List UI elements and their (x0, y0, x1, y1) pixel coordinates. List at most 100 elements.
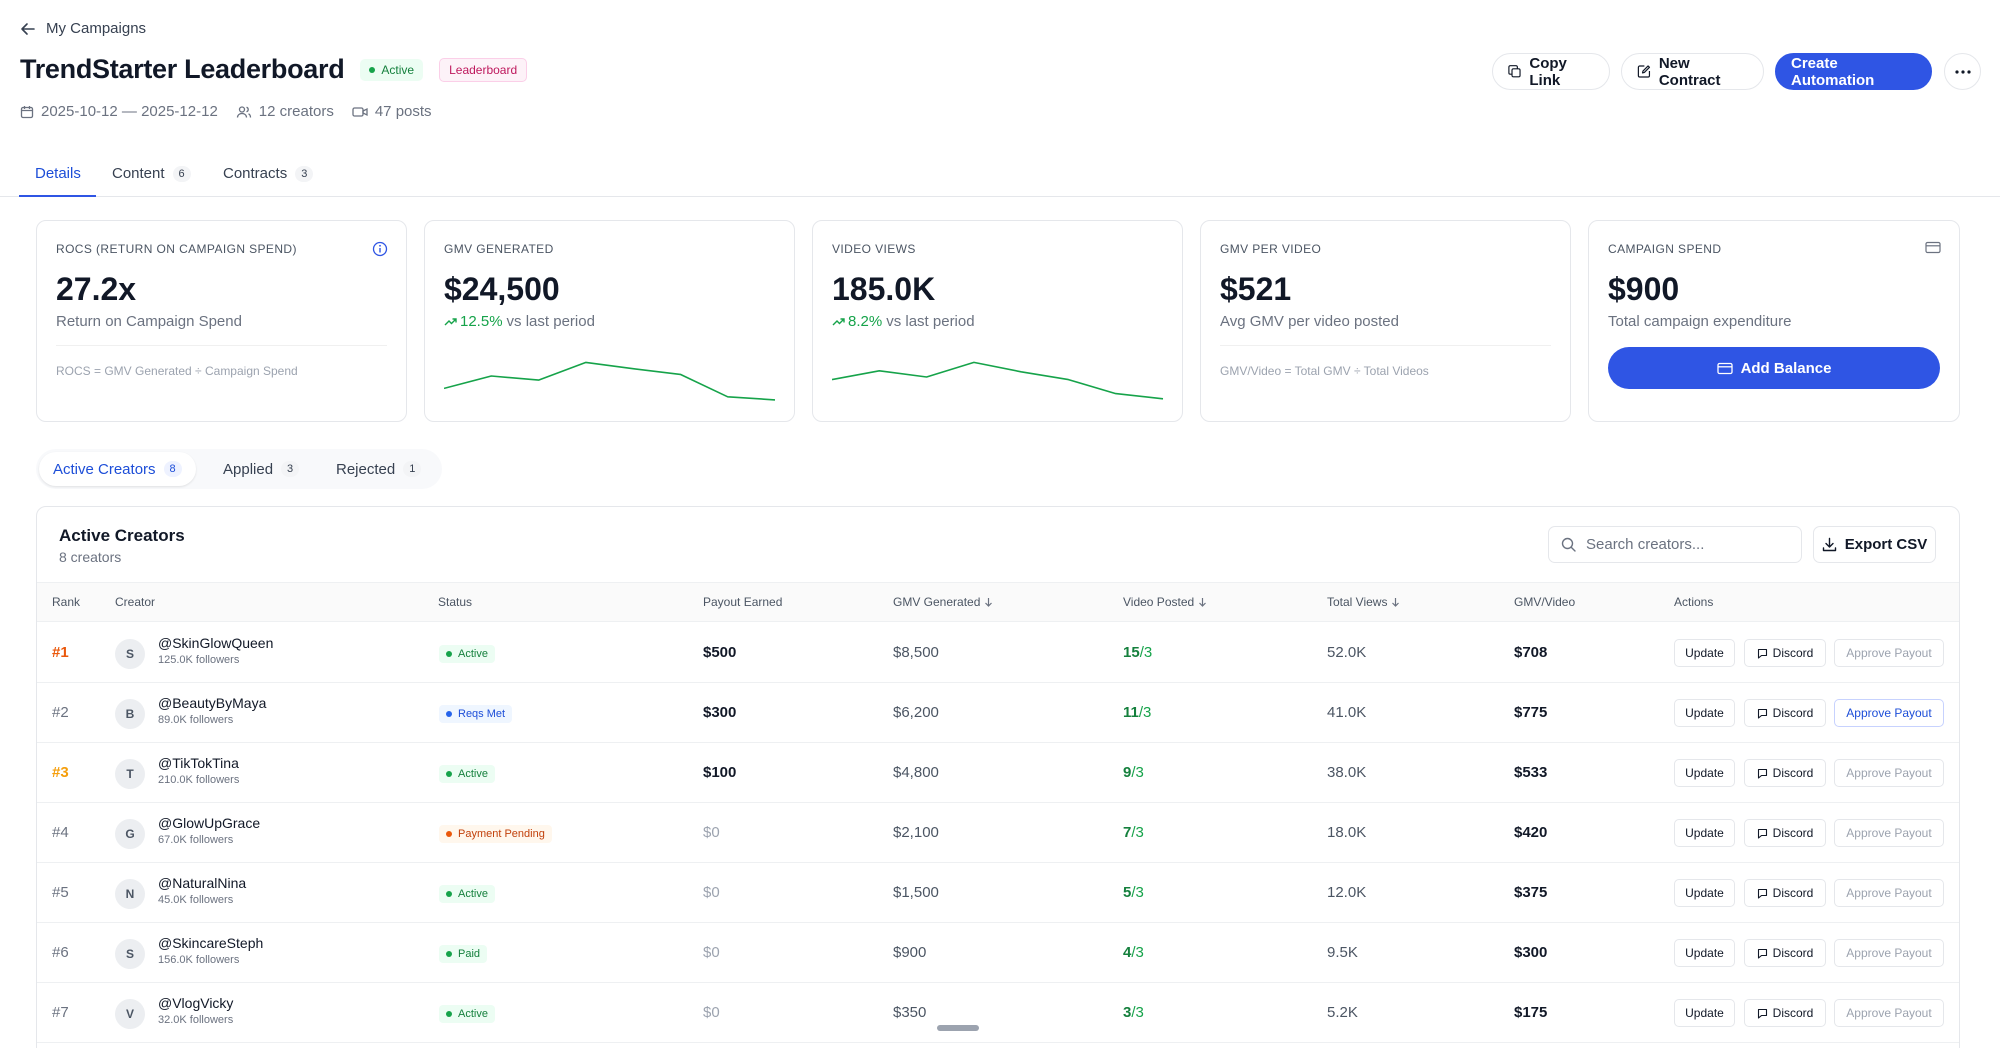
discord-button[interactable]: Discord (1744, 819, 1826, 847)
update-button[interactable]: Update (1674, 819, 1735, 847)
videos-posted: 15/3 (1123, 644, 1153, 661)
discord-button[interactable]: Discord (1744, 999, 1826, 1027)
creator-handle[interactable]: @NaturalNina (158, 875, 247, 891)
avatar: N (115, 879, 145, 909)
status-badge: Paid (439, 945, 488, 963)
export-csv-button[interactable]: Export CSV (1813, 526, 1936, 563)
discord-button[interactable]: Discord (1744, 759, 1826, 787)
approve-payout-button[interactable]: Approve Payout (1834, 759, 1944, 787)
copy-icon (1508, 65, 1521, 78)
discord-button[interactable]: Discord (1744, 699, 1826, 727)
trend-up-icon (832, 317, 845, 325)
col-views[interactable]: Total Views (1327, 595, 1400, 609)
scroll-indicator[interactable] (937, 1025, 979, 1031)
gmv-sparkline (444, 361, 776, 401)
gmv-per-video: $375 (1514, 884, 1548, 901)
col-videos[interactable]: Video Posted (1123, 595, 1207, 609)
tab-contracts[interactable]: Contracts 3 (223, 165, 314, 182)
back-link[interactable]: My Campaigns (20, 20, 146, 37)
edit-document-icon (1637, 65, 1651, 78)
sparkline-series (832, 361, 1164, 400)
approve-payout-button[interactable]: Approve Payout (1834, 879, 1944, 907)
discord-button[interactable]: Discord (1744, 939, 1826, 967)
rank: #4 (52, 824, 69, 841)
search-box[interactable] (1548, 526, 1802, 563)
gmv-generated: $350 (893, 1004, 927, 1021)
update-button[interactable]: Update (1674, 639, 1735, 667)
segment-applied[interactable]: Applied 3 (209, 452, 313, 486)
add-balance-button[interactable]: Add Balance (1608, 347, 1940, 389)
metric-value: 185.0K (832, 271, 936, 307)
creator-handle[interactable]: @BeautyByMaya (158, 695, 267, 711)
gmv-generated: $8,500 (893, 644, 939, 661)
arrow-left-icon (21, 22, 35, 35)
update-button[interactable]: Update (1674, 879, 1735, 907)
rank: #6 (52, 944, 69, 961)
metric-card-rocs: ROCS (RETURN ON CAMPAIGN SPEND) 27.2x Re… (36, 220, 407, 422)
col-gmv[interactable]: GMV Generated (893, 595, 993, 609)
update-button[interactable]: Update (1674, 699, 1735, 727)
info-icon[interactable] (372, 241, 388, 257)
payout-earned: $0 (703, 884, 720, 901)
campaign-meta: 2025-10-12 — 2025-12-12 12 creators 47 p… (20, 103, 432, 120)
metric-card-gmv-per-video: GMV PER VIDEO $521 Avg GMV per video pos… (1200, 220, 1571, 422)
table-row: #3 T @TikTokTina 210.0K followers Active $100… (37, 743, 1959, 803)
col-creator: Creator (115, 595, 156, 609)
col-gmv-per-video: GMV/Video (1514, 595, 1576, 609)
videos-posted: 7/3 (1123, 824, 1144, 841)
approve-payout-button[interactable]: Approve Payout (1834, 699, 1944, 727)
video-icon (352, 106, 368, 117)
active-tab-indicator (19, 195, 96, 197)
discord-button[interactable]: Discord (1744, 639, 1826, 667)
avatar: G (115, 819, 145, 849)
creators-table-card: Active Creators 8 creators Export CSV Ra… (36, 506, 1960, 1048)
discord-button[interactable]: Discord (1744, 879, 1826, 907)
campaign-header: TrendStarter Leaderboard Active Leaderbo… (20, 54, 528, 85)
creator-followers: 89.0K followers (158, 714, 234, 726)
table-title: Active Creators (59, 526, 185, 545)
tab-content[interactable]: Content 6 (112, 165, 191, 182)
videos-posted: 3/3 (1123, 1004, 1144, 1021)
creator-handle[interactable]: @GlowUpGrace (158, 815, 261, 831)
update-button[interactable]: Update (1674, 999, 1735, 1027)
tab-details[interactable]: Details (35, 165, 81, 182)
more-options-button[interactable] (1944, 53, 1981, 90)
gmv-generated: $2,100 (893, 824, 939, 841)
approve-payout-button[interactable]: Approve Payout (1834, 819, 1944, 847)
sparkline-series (444, 361, 776, 401)
total-views: 18.0K (1327, 824, 1367, 841)
status-badge: Active (439, 1005, 495, 1023)
creator-handle[interactable]: @SkinGlowQueen (158, 635, 274, 651)
segment-active-creators[interactable]: Active Creators 8 (39, 452, 196, 486)
update-button[interactable]: Update (1674, 939, 1735, 967)
segment-rejected[interactable]: Rejected 1 (322, 452, 435, 486)
rank: #2 (52, 704, 69, 721)
col-payout: Payout Earned (703, 595, 783, 609)
message-icon (1757, 768, 1767, 779)
videos-posted: 4/3 (1123, 944, 1144, 961)
gmv-generated: $900 (893, 944, 927, 961)
approve-payout-button[interactable]: Approve Payout (1834, 999, 1944, 1027)
creator-handle[interactable]: @TikTokTina (158, 755, 239, 771)
copy-link-button[interactable]: Copy Link (1492, 53, 1610, 90)
creator-handle[interactable]: @SkincareSteph (158, 935, 264, 951)
post-count: 47 posts (352, 103, 432, 120)
download-icon (1822, 537, 1836, 552)
rank: #5 (52, 884, 69, 901)
gmv-per-video: $533 (1514, 764, 1548, 781)
create-automation-button[interactable]: Create Automation (1775, 53, 1932, 90)
new-contract-button[interactable]: New Contract (1621, 53, 1764, 90)
sort-down-icon (985, 598, 993, 607)
message-icon (1757, 888, 1767, 899)
approve-payout-button[interactable]: Approve Payout (1834, 939, 1944, 967)
avatar: S (115, 639, 145, 669)
search-input[interactable] (1586, 536, 1786, 553)
gmv-per-video: $175 (1514, 1004, 1548, 1021)
table-row: #1 S @SkinGlowQueen 125.0K followers Active $… (37, 623, 1959, 683)
videos-posted: 9/3 (1123, 764, 1144, 781)
creator-handle[interactable]: @VlogVicky (158, 995, 234, 1011)
update-button[interactable]: Update (1674, 759, 1735, 787)
approve-payout-button[interactable]: Approve Payout (1834, 639, 1944, 667)
gmv-per-video: $300 (1514, 944, 1548, 961)
tab-count: 3 (295, 165, 314, 182)
